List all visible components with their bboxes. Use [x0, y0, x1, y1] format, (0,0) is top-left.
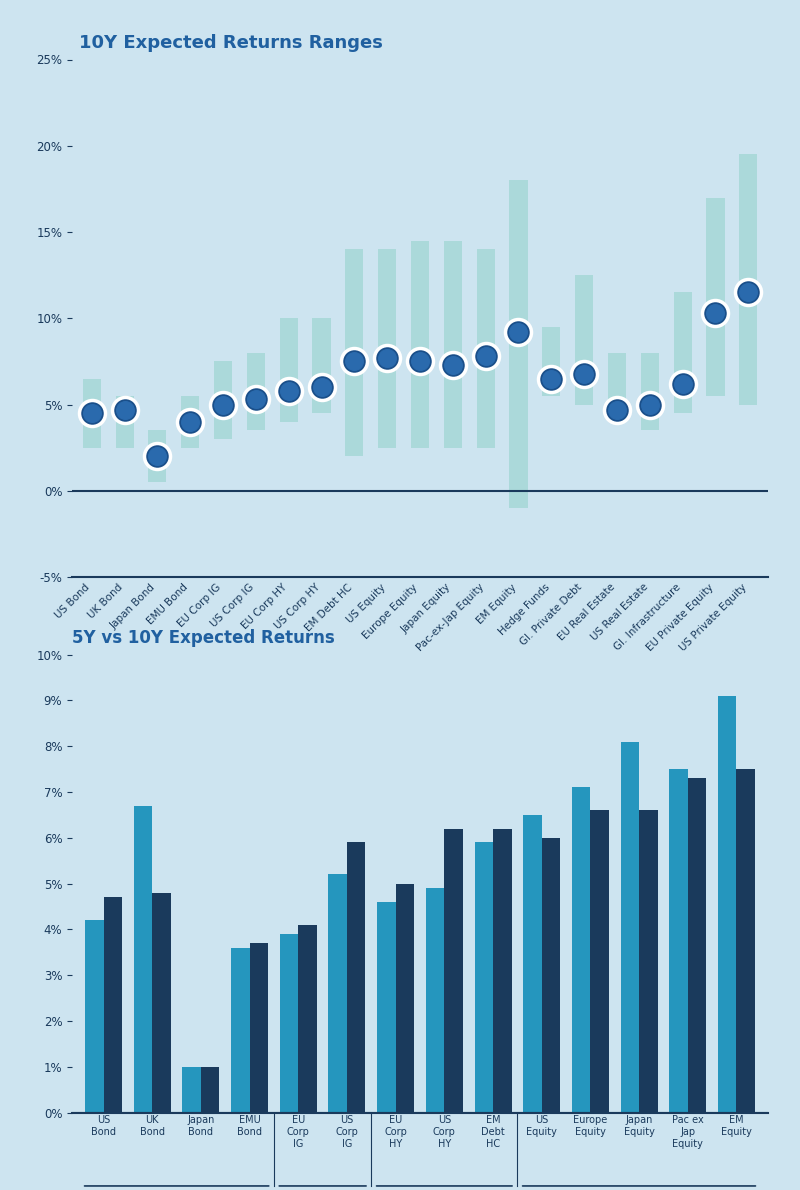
Text: 10Y Expected Returns Ranges: 10Y Expected Returns Ranges: [79, 35, 383, 52]
Bar: [280, 318, 298, 421]
Point: [184, 412, 197, 431]
Point: [610, 400, 623, 419]
Text: 5Y vs 10Y Expected Returns: 5Y vs 10Y Expected Returns: [72, 630, 334, 647]
Bar: [444, 240, 462, 447]
Bar: [347, 843, 366, 1113]
Bar: [115, 396, 134, 447]
Bar: [378, 249, 396, 447]
Bar: [542, 327, 560, 396]
Point: [643, 395, 656, 414]
Bar: [572, 788, 590, 1113]
Bar: [718, 696, 736, 1113]
Point: [217, 395, 230, 414]
Point: [381, 349, 394, 368]
Point: [250, 390, 262, 409]
Bar: [104, 897, 122, 1113]
Bar: [739, 155, 758, 405]
Point: [545, 369, 558, 388]
Point: [709, 303, 722, 322]
Bar: [298, 925, 317, 1113]
Point: [151, 446, 164, 465]
Bar: [706, 198, 725, 396]
Point: [151, 446, 164, 465]
Bar: [231, 947, 250, 1113]
Point: [414, 352, 426, 371]
Bar: [85, 920, 104, 1113]
Bar: [590, 810, 609, 1113]
Point: [578, 364, 590, 383]
Bar: [346, 250, 363, 456]
Point: [512, 322, 525, 342]
Point: [578, 364, 590, 383]
Bar: [329, 875, 347, 1113]
Point: [315, 378, 328, 397]
Bar: [250, 944, 268, 1113]
Bar: [134, 806, 152, 1113]
Point: [86, 403, 98, 422]
Point: [348, 352, 361, 371]
Bar: [674, 293, 692, 413]
Bar: [477, 249, 494, 447]
Bar: [201, 1066, 219, 1113]
Point: [348, 352, 361, 371]
Bar: [523, 815, 542, 1113]
Bar: [181, 396, 199, 447]
Bar: [669, 769, 688, 1113]
Point: [282, 381, 295, 400]
Bar: [396, 883, 414, 1113]
Point: [676, 375, 689, 394]
Point: [184, 412, 197, 431]
Bar: [313, 318, 330, 413]
Point: [118, 400, 131, 419]
Bar: [182, 1066, 201, 1113]
Point: [742, 283, 754, 302]
Bar: [736, 769, 755, 1113]
Point: [446, 356, 459, 375]
Point: [315, 378, 328, 397]
Point: [414, 352, 426, 371]
Point: [446, 356, 459, 375]
Bar: [411, 240, 429, 447]
Point: [545, 369, 558, 388]
Bar: [621, 741, 639, 1113]
Bar: [280, 934, 298, 1113]
Bar: [608, 352, 626, 421]
Bar: [82, 378, 101, 447]
Bar: [148, 431, 166, 482]
Point: [86, 403, 98, 422]
Point: [479, 346, 492, 365]
Bar: [493, 828, 511, 1113]
Bar: [688, 778, 706, 1113]
Bar: [152, 892, 171, 1113]
Point: [381, 349, 394, 368]
Point: [742, 283, 754, 302]
Bar: [639, 810, 658, 1113]
Bar: [575, 275, 593, 405]
Point: [676, 375, 689, 394]
Point: [643, 395, 656, 414]
Point: [512, 322, 525, 342]
Legend: Range (5-95th Percentile), Expected Arithmetic 10 Year Return, Median: Range (5-95th Percentile), Expected Arit…: [70, 771, 565, 789]
Point: [118, 400, 131, 419]
Point: [709, 303, 722, 322]
Bar: [247, 352, 265, 431]
Bar: [510, 180, 527, 508]
Bar: [474, 843, 493, 1113]
Bar: [444, 828, 463, 1113]
Bar: [641, 352, 659, 431]
Bar: [542, 838, 560, 1113]
Bar: [214, 362, 232, 439]
Point: [610, 400, 623, 419]
Point: [282, 381, 295, 400]
Point: [479, 346, 492, 365]
Point: [250, 390, 262, 409]
Point: [217, 395, 230, 414]
Bar: [426, 888, 444, 1113]
Bar: [377, 902, 396, 1113]
